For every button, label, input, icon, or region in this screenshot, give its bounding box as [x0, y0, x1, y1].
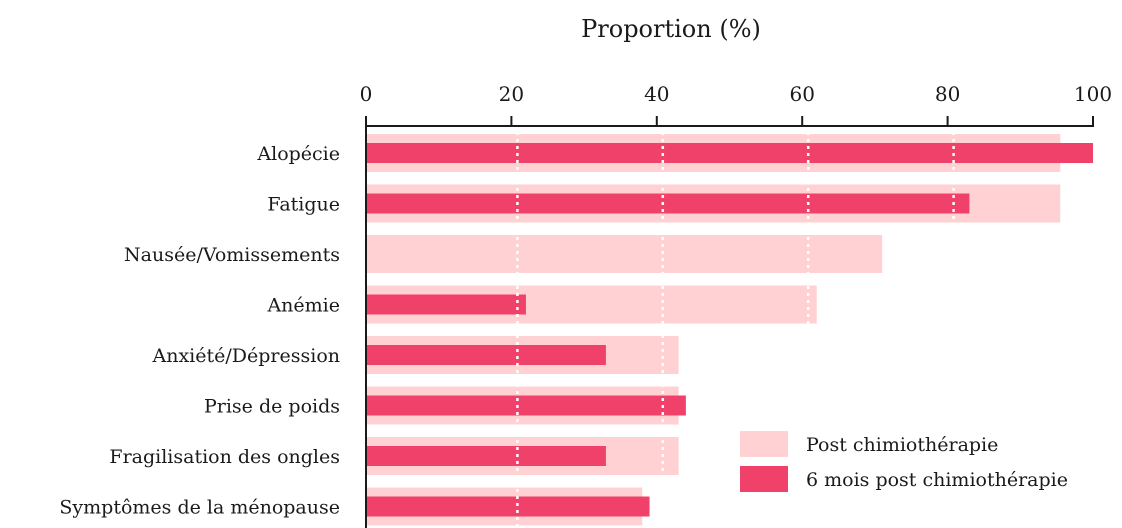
legend-swatch-post-chimiotherapie — [740, 431, 788, 457]
bar-six-months — [366, 143, 1093, 163]
category-label: Nausée/Vomissements — [124, 244, 340, 266]
bar-six-months — [366, 446, 606, 466]
x-axis: 0 20 40 60 80 100 — [360, 82, 1112, 528]
x-tick-label: 100 — [1074, 82, 1112, 106]
legend-label-six-months: 6 mois post chimiothérapie — [806, 469, 1068, 491]
bar-six-months — [366, 395, 686, 416]
category-label: Symptômes de la ménopause — [59, 497, 340, 519]
category-label: Anxiété/Dépression — [152, 345, 341, 367]
x-tick-label: 20 — [499, 82, 524, 106]
x-axis-title: Proportion (%) — [581, 15, 761, 43]
legend: Post chimiothérapie 6 mois post chimiothé… — [740, 431, 1068, 492]
category-label: Anémie — [266, 295, 340, 317]
bar-six-months — [366, 294, 526, 315]
category-label: Alopécie — [256, 143, 340, 165]
bar-six-months — [366, 496, 650, 517]
legend-swatch-six-months — [740, 466, 788, 492]
x-tick-label: 40 — [644, 82, 669, 106]
six-months-bars — [366, 143, 1093, 517]
category-label: Prise de poids — [204, 396, 340, 418]
x-tick-label: 0 — [360, 82, 373, 106]
category-label: Fragilisation des ongles — [109, 446, 340, 468]
bar-six-months — [366, 345, 606, 365]
post-chimiotherapie-bars — [366, 134, 1061, 526]
category-label: Fatigue — [267, 194, 340, 216]
bar-post-chimiotherapie — [366, 235, 883, 273]
x-tick-label: 80 — [935, 82, 960, 106]
bar-six-months — [366, 193, 970, 214]
legend-label-post-chimiotherapie: Post chimiothérapie — [806, 434, 998, 456]
grid-overlay — [516, 132, 955, 528]
category-labels: Alopécie Fatigue Nausée/Vomissements Anémie… — [59, 143, 340, 519]
x-tick-label: 60 — [789, 82, 814, 106]
